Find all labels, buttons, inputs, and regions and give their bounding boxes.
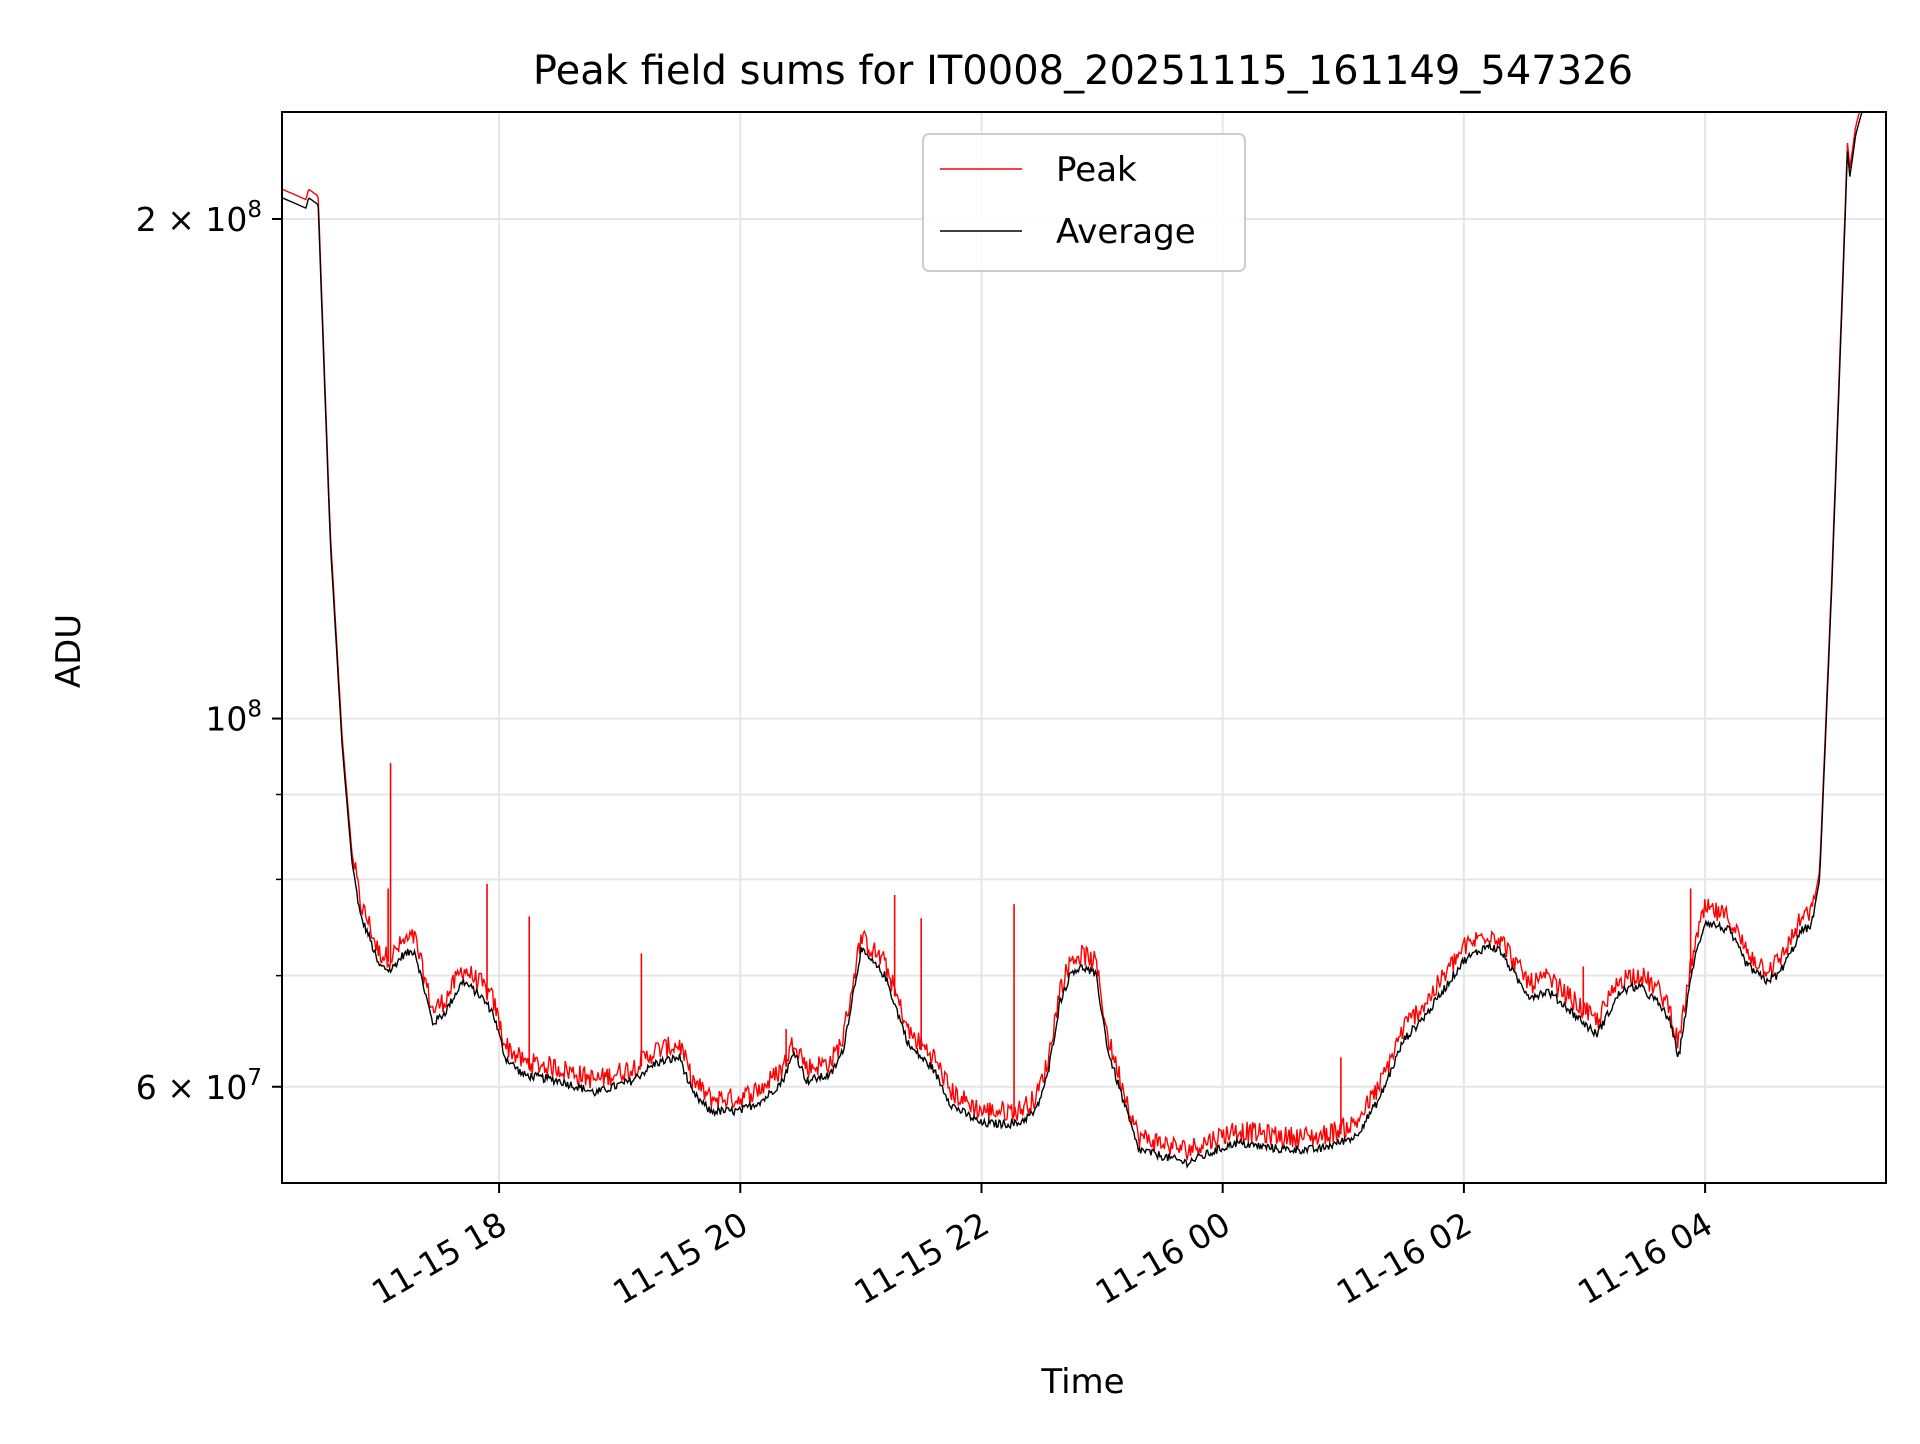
x-tick-label-1: 11-15 20	[606, 1204, 754, 1312]
chart-title: Peak field sums for IT0008_20251115_1611…	[533, 48, 1633, 94]
y-axis-label: ADU	[49, 614, 89, 688]
x-tick-label-3: 11-16 00	[1089, 1204, 1237, 1312]
grid-layer	[282, 112, 1886, 1183]
x-tick-label-4: 11-16 02	[1330, 1204, 1478, 1312]
legend-label-peak: Peak	[1056, 150, 1137, 190]
series-peak-line	[282, 112, 1861, 1161]
y-tick-label-2: 6 × 107	[136, 1065, 262, 1107]
legend: Peak Average	[922, 133, 1246, 272]
axes-layer: 11-15 18 11-15 20 11-15 22 11-16 00 11-16 02…	[136, 111, 1887, 1312]
series-layer	[282, 112, 1868, 1169]
x-tick-label-0: 11-15 18	[365, 1204, 513, 1312]
x-axis-label: Time	[1040, 1362, 1124, 1402]
plot-frame	[281, 111, 1887, 1184]
y-tick-label-1: 2 × 108	[136, 197, 262, 239]
x-tick-label-5: 11-16 04	[1571, 1204, 1719, 1312]
series-average-line	[282, 112, 1868, 1169]
legend-label-average: Average	[1056, 212, 1196, 252]
y-tick-label-0: 108	[205, 697, 262, 739]
x-tick-label-2: 11-15 22	[847, 1204, 995, 1312]
